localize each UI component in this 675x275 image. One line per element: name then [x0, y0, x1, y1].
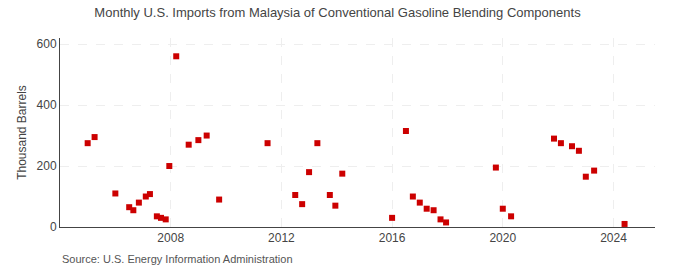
svg-text:200: 200 — [37, 159, 57, 173]
svg-text:Monthly U.S. Imports from Mala: Monthly U.S. Imports from Malaysia of Co… — [94, 5, 581, 20]
svg-text:Thousand Barrels: Thousand Barrels — [15, 85, 29, 180]
svg-text:400: 400 — [37, 98, 57, 112]
svg-text:2012: 2012 — [268, 231, 295, 245]
svg-text:2016: 2016 — [379, 231, 406, 245]
svg-text:0: 0 — [50, 220, 57, 234]
svg-text:2008: 2008 — [157, 231, 184, 245]
svg-text:600: 600 — [37, 37, 57, 51]
svg-text:2024: 2024 — [600, 231, 627, 245]
svg-text:Source: U.S. Energy Informatio: Source: U.S. Energy Information Administ… — [62, 253, 293, 265]
svg-text:2020: 2020 — [489, 231, 516, 245]
